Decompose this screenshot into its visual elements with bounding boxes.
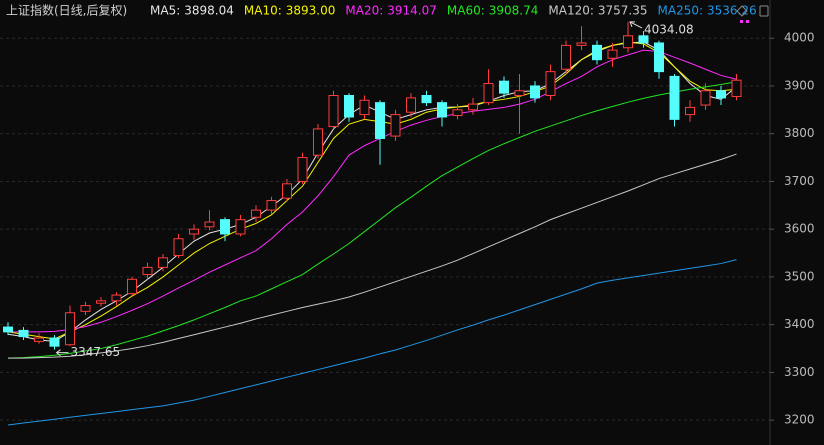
- candle-body: [731, 79, 742, 97]
- y-tick-label: 3500: [784, 269, 815, 283]
- candle-body: [18, 329, 29, 338]
- settings-icon: [759, 5, 769, 17]
- candle-body: [3, 326, 13, 333]
- candle-body: [576, 42, 587, 46]
- legend-name: MA250:: [658, 4, 704, 18]
- legend-value: 3908.74: [489, 4, 539, 18]
- candle-body: [158, 257, 168, 268]
- candle-body: [251, 209, 261, 218]
- candle-body: [375, 102, 385, 139]
- candle-body: [189, 228, 199, 235]
- high-label: 4034.08: [644, 22, 694, 36]
- candle-body: [685, 106, 695, 116]
- y-tick-label: 3200: [784, 413, 815, 427]
- legend-name: MA5:: [150, 4, 180, 18]
- candle-body: [716, 90, 726, 99]
- y-tick-label: 3900: [784, 78, 815, 92]
- y-tick-label: 3600: [784, 222, 815, 236]
- candle-body: [483, 83, 494, 104]
- legend-value: 3914.07: [387, 4, 437, 18]
- candle-body: [654, 42, 664, 73]
- candle-body: [390, 114, 401, 137]
- chart-title: 上证指数(日线,后复权): [6, 3, 127, 18]
- candle-body: [514, 90, 525, 96]
- candle-body: [142, 266, 153, 276]
- candle-body: [204, 221, 215, 228]
- legend-value: 3898.04: [184, 4, 234, 18]
- candle-body: [561, 44, 571, 70]
- legend: MA5: 3898.04 MA10: 3893.00 MA20: 3914.07 MA60:…: [150, 4, 757, 18]
- low-label: 3347.65: [71, 345, 121, 359]
- candle-body: [607, 49, 618, 59]
- legend-name: MA20:: [345, 4, 383, 18]
- candle-body: [545, 71, 556, 96]
- marker-dot: [746, 20, 749, 23]
- annotation-arrow: [55, 349, 69, 357]
- ma-line: [8, 153, 737, 359]
- candle-body: [282, 183, 292, 199]
- candle-body: [499, 80, 509, 94]
- marker-dot: [740, 20, 743, 23]
- y-tick-label: 3400: [784, 317, 815, 331]
- candle-body: [96, 300, 106, 304]
- y-tick-label: 3800: [784, 126, 815, 140]
- legend-name: MA120:: [548, 4, 594, 18]
- candle-body: [34, 337, 44, 342]
- legend-name: MA10:: [244, 4, 282, 18]
- candle-body: [297, 157, 308, 182]
- candle-body: [328, 94, 339, 128]
- legend-value: 3757.35: [598, 4, 648, 18]
- candle-body: [421, 94, 432, 104]
- candle-body: [235, 219, 246, 235]
- candle-body: [111, 294, 122, 302]
- candle-body: [65, 312, 75, 346]
- legend-name: MA60:: [447, 4, 485, 18]
- y-tick-label: 4000: [784, 31, 815, 45]
- candle-body: [220, 219, 230, 235]
- candle-body: [173, 238, 184, 256]
- candle-body: [437, 102, 447, 118]
- candle-body: [313, 128, 323, 156]
- candle-body: [452, 109, 463, 117]
- candle-body: [406, 97, 416, 113]
- candle-body: [80, 305, 91, 312]
- candle-body: [638, 35, 649, 44]
- candle-body: [530, 85, 540, 99]
- diamond-icon: [736, 5, 748, 17]
- candle-body: [266, 200, 277, 211]
- candle-body: [669, 75, 680, 120]
- ma-line: [8, 49, 737, 333]
- legend-value: 3536.26: [707, 4, 757, 18]
- legend-value: 3893.00: [286, 4, 336, 18]
- candle-body: [700, 90, 711, 106]
- annotation-arrow: [629, 21, 643, 29]
- candle-body: [49, 337, 60, 347]
- ma-line: [7, 81, 737, 359]
- candle-body: [592, 44, 602, 61]
- candle-body: [127, 278, 137, 295]
- y-tick-label: 3300: [784, 365, 815, 379]
- candles: [3, 21, 742, 350]
- candle-body: [623, 35, 633, 49]
- annotations: 3347.65 4034.08: [55, 21, 694, 359]
- ma-line: [7, 259, 737, 426]
- candle-body: [359, 99, 370, 116]
- candle-body: [344, 94, 354, 118]
- y-axis: 3200 3300 3400 3500 3600 3700 3800 3900 4000: [770, 31, 815, 427]
- ma-line: [7, 41, 737, 340]
- y-tick-label: 3700: [784, 174, 815, 188]
- candle-body: [468, 103, 478, 111]
